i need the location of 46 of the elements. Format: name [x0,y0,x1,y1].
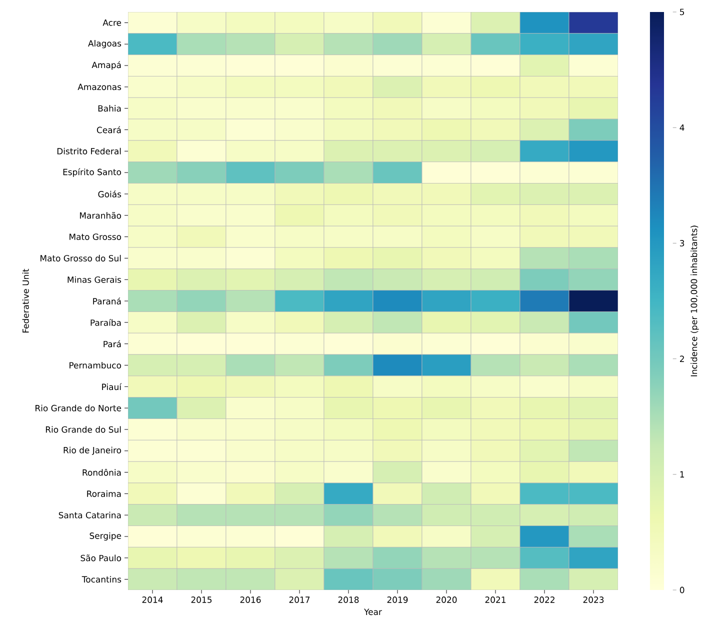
color-bar-label: 1 [680,471,684,478]
x-tick-label: 2016 [240,596,261,603]
color-bar-title: Incidence (per 100,000 inhabitants) [690,226,699,376]
x-tick-label: 2017 [289,596,310,603]
y-axis-title: Federative Unit [22,268,29,333]
y-tick-label: Sergipe [90,532,122,541]
y-tick-label: Goiás [98,190,122,198]
y-tick-label: Rondônia [82,468,121,476]
y-tick-label: Alagoas [88,40,122,48]
y-tick-label: Tocantins [82,576,122,583]
y-tick-label: Rio Grande do Norte [36,404,122,412]
y-tick-label: Santa Catarina [58,512,121,518]
color-bar-label: 3 [680,240,684,246]
x-axis-title: Year [364,608,382,616]
y-tick-label: Rio de Janeiro [64,446,122,455]
y-tick-label: Espírito Santo [63,168,122,177]
x-tick-label: 2014 [142,596,163,603]
x-tick-label: 2015 [191,596,212,603]
y-tick-label: Mato Grosso do Sul [40,254,121,262]
color-bar-label: 0 [680,586,684,594]
y-tick-label: Acre [102,20,122,26]
color-bar-label: 5 [680,8,684,16]
y-tick-label: Maranhão [80,212,122,219]
y-tick-label: Ceará [96,126,121,134]
y-tick-label: Pará [104,340,121,348]
y-tick-label: Pernambuco [70,362,122,369]
y-tick-label: Piauí [102,383,122,390]
y-tick-label: Minas Gerais [68,276,122,283]
x-tick-label: 2020 [436,596,457,603]
y-tick-label: Bahia [98,105,121,112]
x-tick-label: 2023 [583,596,604,603]
color-bar-label: 4 [680,124,684,131]
x-tick-label: 2019 [387,596,408,603]
y-tick-label: Paraíba [90,318,121,326]
y-tick-label: Paraná [93,298,121,304]
y-tick-label: Amapá [92,61,121,70]
x-tick-label: 2021 [485,596,506,603]
y-tick-label: Roraima [87,490,121,497]
y-tick-label: Mato Grosso [70,234,122,240]
y-tick-label: São Paulo [80,554,122,562]
y-tick-label: Distrito Federal [57,148,121,154]
x-tick-label: 2022 [534,596,554,603]
color-bar-label: 2 [680,356,684,362]
x-tick-label: 2018 [338,596,359,603]
y-tick-label: Amazonas [78,84,122,90]
y-tick-label: Rio Grande do Sul [46,426,121,433]
